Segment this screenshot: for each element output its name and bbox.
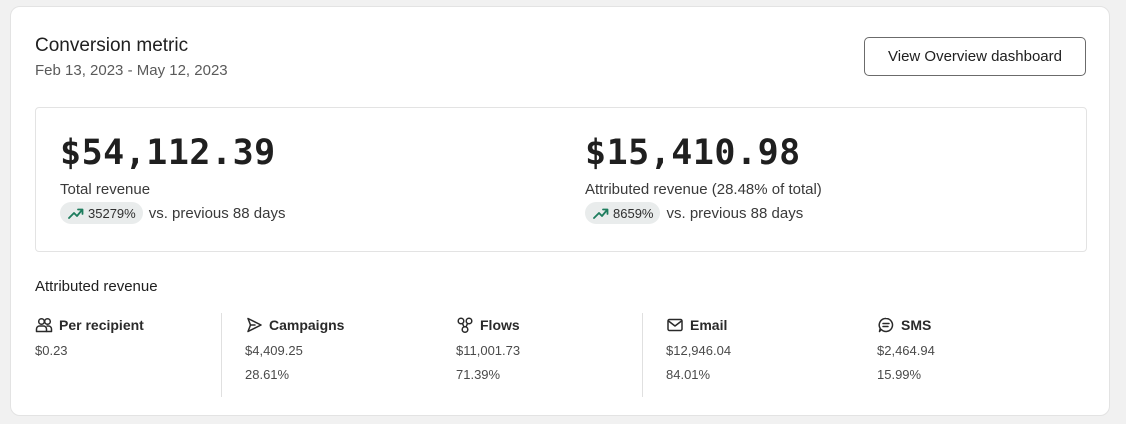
breakdown-item-flows: Flows $11,001.73 71.39% xyxy=(456,313,520,397)
total-revenue-change: 35279% vs. previous 88 days xyxy=(60,202,285,224)
attributed-revenue-breakdown: Per recipient $0.23 Campaigns $4,409.25 … xyxy=(35,313,1087,397)
attributed-revenue-change: 8659% vs. previous 88 days xyxy=(585,202,822,224)
column-divider xyxy=(221,313,222,397)
breakdown-value: $0.23 xyxy=(35,343,68,358)
breakdown-label: SMS xyxy=(901,317,932,333)
mail-icon xyxy=(667,318,683,332)
people-icon xyxy=(35,317,53,333)
column-divider xyxy=(642,313,643,397)
comparison-text: vs. previous 88 days xyxy=(148,204,286,222)
breakdown-percent: 71.39% xyxy=(456,367,501,382)
date-range: Feb 13, 2023 - May 12, 2023 xyxy=(35,62,228,79)
revenue-summary-panel: $54,112.39 Total revenue 35279% vs. prev… xyxy=(35,107,1087,252)
breakdown-value: $2,464.94 xyxy=(877,343,935,358)
change-percent: 35279% xyxy=(88,205,136,221)
breakdown-percent: 84.01% xyxy=(666,367,711,382)
comparison-text: vs. previous 88 days xyxy=(666,204,804,222)
attributed-revenue-amount: $15,410.98 xyxy=(585,133,801,173)
breakdown-label: Flows xyxy=(480,317,520,333)
breakdown-item-email: Email $12,946.04 84.01% xyxy=(666,313,731,397)
trend-up-icon xyxy=(593,208,609,219)
conversion-metric-card: Conversion metric Feb 13, 2023 - May 12,… xyxy=(10,6,1110,416)
breakdown-label: Per recipient xyxy=(59,317,144,333)
attributed-revenue-label: Attributed revenue (28.48% of total) xyxy=(585,181,822,198)
breakdown-percent: 15.99% xyxy=(877,367,922,382)
attributed-revenue-heading: Attributed revenue xyxy=(35,278,158,295)
breakdown-item-per-recipient: Per recipient $0.23 xyxy=(35,313,144,397)
breakdown-label: Campaigns xyxy=(269,317,345,333)
total-revenue-label: Total revenue xyxy=(60,181,151,198)
breakdown-item-campaigns: Campaigns $4,409.25 28.61% xyxy=(245,313,344,397)
chat-icon xyxy=(878,317,894,333)
change-percent: 8659% xyxy=(613,205,654,221)
breakdown-item-sms: SMS $2,464.94 15.99% xyxy=(877,313,935,397)
attributed-revenue-metric: $15,410.98 Attributed revenue (28.48% of… xyxy=(585,132,822,224)
breakdown-value: $11,001.73 xyxy=(456,343,521,358)
breakdown-value: $4,409.25 xyxy=(245,343,303,358)
breakdown-value: $12,946.04 xyxy=(666,343,732,358)
view-overview-dashboard-button[interactable]: View Overview dashboard xyxy=(864,37,1086,76)
send-icon xyxy=(247,317,262,333)
breakdown-label: Email xyxy=(690,317,728,333)
breakdown-percent: 28.61% xyxy=(245,367,290,382)
card-title: Conversion metric xyxy=(35,35,189,56)
change-badge: 8659% xyxy=(585,202,661,224)
trend-up-icon xyxy=(68,208,84,219)
change-badge: 35279% xyxy=(60,202,143,224)
flow-icon xyxy=(457,317,473,334)
total-revenue-metric: $54,112.39 Total revenue 35279% vs. prev… xyxy=(60,132,285,224)
total-revenue-amount: $54,112.39 xyxy=(60,133,276,173)
